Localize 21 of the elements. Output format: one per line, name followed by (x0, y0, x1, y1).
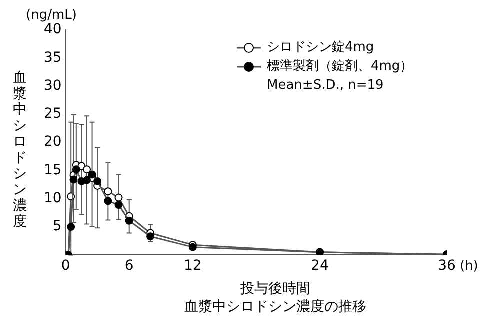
legend-label: シロドシン錠4mg (267, 39, 374, 57)
y-tick-label: 10 (44, 190, 62, 207)
x-tick-label: 12 (184, 258, 202, 274)
y-tick-label: 30 (44, 78, 62, 94)
x-tick-label: 36 (438, 258, 456, 274)
legend-label: 標準製剤（錠剤、4mg） (267, 58, 414, 76)
y-tick-label: 5 (52, 218, 62, 235)
text: 血漿中シロドシン濃度 (13, 70, 27, 230)
annotation: Mean±S.D., n=19 (266, 77, 385, 95)
text: (ng/mL) (26, 8, 77, 23)
text: (h) (460, 259, 478, 274)
y-tick-label: 15 (44, 162, 62, 178)
x-tick-label: 0 (61, 258, 70, 274)
y-tick-label: 40 (44, 22, 62, 38)
text: 血漿中シロドシン濃度の推移 (184, 299, 366, 315)
x-tick-label: 6 (124, 258, 134, 274)
x-tick-label: 24 (311, 258, 329, 274)
x-axis-title: 投与後時間 (240, 281, 310, 297)
y-tick-label: 20 (44, 134, 62, 150)
y-tick-label: 35 (44, 50, 62, 66)
y-tick-label: 25 (44, 106, 62, 122)
